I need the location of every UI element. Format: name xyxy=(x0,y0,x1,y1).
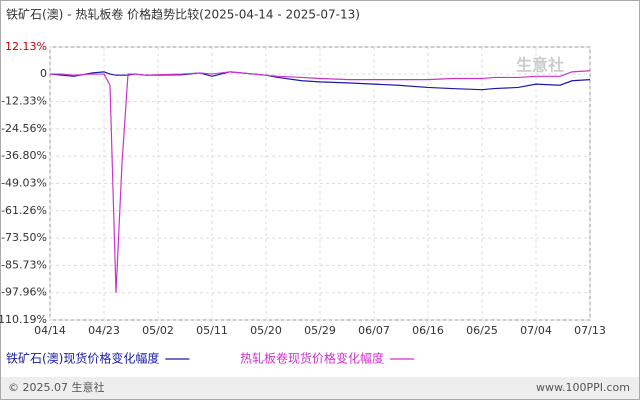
legend-label: 热轧板卷现货价格变化幅度 xyxy=(240,351,384,366)
footer-bar xyxy=(1,377,639,399)
y-tick-label: -61.26% xyxy=(1,204,47,217)
legend-label: 铁矿石(澳)现货价格变化幅度 xyxy=(6,351,159,366)
x-tick-label: 05/11 xyxy=(196,324,228,337)
y-tick-label: -110.19% xyxy=(0,313,47,326)
x-tick-label: 04/14 xyxy=(34,324,66,337)
x-tick-label: 06/16 xyxy=(412,324,444,337)
x-tick-label: 05/29 xyxy=(304,324,336,337)
y-tick-label: 0 xyxy=(40,67,47,80)
y-tick-label: -12.33% xyxy=(1,95,47,108)
x-tick-label: 06/07 xyxy=(358,324,390,337)
x-tick-label: 06/25 xyxy=(466,324,498,337)
y-tick-label: -73.50% xyxy=(1,231,47,244)
y-tick-label: -36.80% xyxy=(1,149,47,162)
chart-title: 铁矿石(澳) - 热轧板卷 价格趋势比较(2025-04-14 - 2025-0… xyxy=(6,7,360,22)
x-tick-label: 05/02 xyxy=(142,324,174,337)
x-tick-label: 07/04 xyxy=(520,324,552,337)
footer-left: © 2025.07 生意社 xyxy=(8,380,104,394)
y-tick-label: -49.03% xyxy=(1,177,47,190)
x-tick-label: 05/20 xyxy=(250,324,282,337)
footer-right: www.100PPI.com xyxy=(536,381,630,394)
y-tick-label: -85.73% xyxy=(1,258,47,271)
y-tick-label: -24.56% xyxy=(1,122,47,135)
watermark: 生意社 xyxy=(516,56,564,75)
x-tick-label: 04/23 xyxy=(88,324,120,337)
y-tick-label: -97.96% xyxy=(1,286,47,299)
y-tick-label: 12.13% xyxy=(5,40,47,53)
series-line xyxy=(50,70,591,293)
x-tick-label: 07/13 xyxy=(574,324,606,337)
